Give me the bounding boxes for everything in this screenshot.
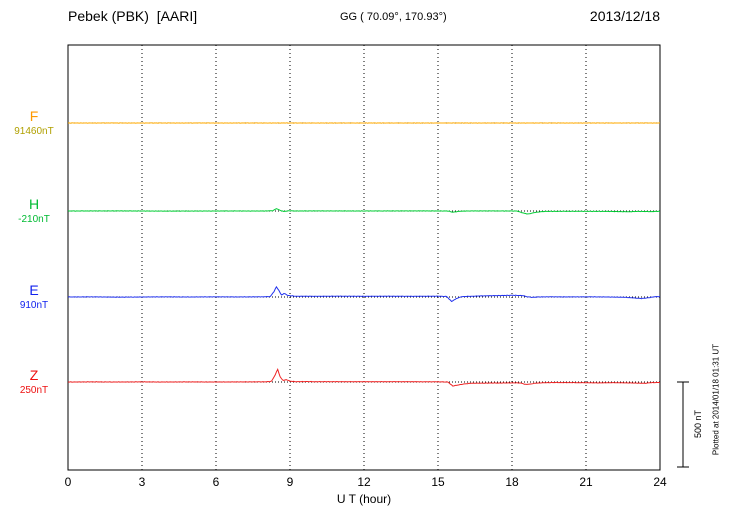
series-letter-F: F <box>29 108 39 124</box>
series-label-E: E 910nT <box>4 282 64 312</box>
series-baseline-value-H: -210nT <box>18 214 50 225</box>
trace-E <box>67 285 661 303</box>
x-tick-label: 12 <box>357 475 371 489</box>
series-label-F: F 91460nT <box>4 108 64 138</box>
series-baseline-value-E: 910nT <box>19 300 49 311</box>
series-baseline-value-F: 91460nT <box>14 126 54 137</box>
x-tick-label: 0 <box>65 475 72 489</box>
x-tick-label: 21 <box>579 475 593 489</box>
series-label-Z: Z 250nT <box>4 367 64 397</box>
series-label-H: H -210nT <box>4 196 64 226</box>
x-tick-label: 18 <box>505 475 519 489</box>
x-tick-label: 6 <box>213 475 220 489</box>
station-title: Pebek (PBK) [AARI] <box>68 8 198 24</box>
trace-H <box>67 208 660 215</box>
series-letter-Z: Z <box>29 367 39 383</box>
trace-Z <box>67 367 660 387</box>
x-tick-label: 15 <box>431 475 445 489</box>
x-tick-label: 3 <box>139 475 146 489</box>
series-letter-H: H <box>28 196 40 212</box>
plot-date: 2013/12/18 <box>589 8 660 24</box>
series-baseline-value-Z: 250nT <box>19 385 49 396</box>
geographic-coordinates: GG ( 70.09°, 170.93°) <box>340 11 447 23</box>
x-tick-label: 24 <box>653 475 667 489</box>
scalebar-label: 500 nT <box>693 409 703 439</box>
series-letter-E: E <box>29 282 39 298</box>
x-axis-label: U T (hour) <box>336 492 392 506</box>
x-tick-label: 9 <box>287 475 294 489</box>
plotted-at-note: Plotted at 2014/01/18 01:31 UT <box>711 343 721 456</box>
